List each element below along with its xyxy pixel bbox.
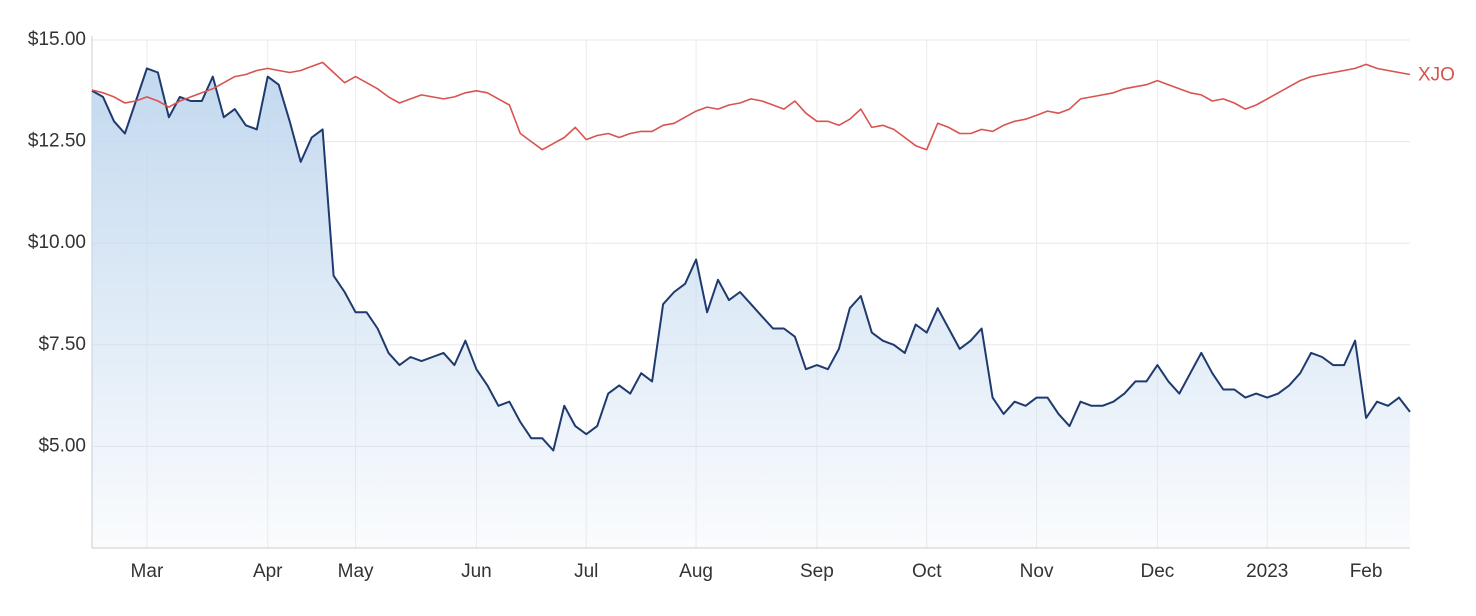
x-tick-label: Mar (131, 561, 164, 582)
x-tick-label: Oct (912, 561, 942, 582)
x-tick-label: Jun (461, 561, 492, 582)
series-label: XJO (1418, 65, 1455, 86)
x-tick-label: Apr (253, 561, 283, 582)
area (92, 68, 1410, 549)
x-tick-label: Dec (1140, 561, 1174, 582)
x-tick-label: Nov (1020, 561, 1054, 582)
x-tick-label: Jul (574, 561, 598, 582)
y-tick-label: $15.00 (28, 29, 86, 50)
x-tick-label: Feb (1350, 561, 1383, 582)
line (91, 61, 1411, 151)
line (91, 67, 1411, 452)
y-tick-label: $12.50 (28, 131, 86, 152)
y-tick-label: $10.00 (28, 232, 86, 253)
x-tick-label: Sep (800, 561, 834, 582)
y-tick-label: $5.00 (38, 435, 86, 456)
x-tick-label: Aug (679, 561, 713, 582)
x-tick-label: May (338, 561, 374, 582)
x-tick-label: 2023 (1246, 561, 1288, 582)
y-tick-label: $7.50 (38, 334, 86, 355)
